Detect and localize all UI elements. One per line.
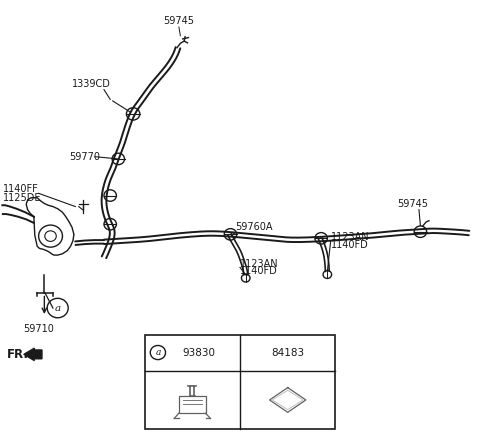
FancyArrow shape xyxy=(24,348,42,361)
Text: 59745: 59745 xyxy=(163,16,194,26)
Text: FR.: FR. xyxy=(7,348,29,361)
Bar xyxy=(144,334,336,429)
Text: a: a xyxy=(55,304,61,313)
Text: 1140FD: 1140FD xyxy=(240,266,278,277)
Text: 59770: 59770 xyxy=(69,152,100,162)
Text: 1339CD: 1339CD xyxy=(72,79,111,89)
Text: 1123AN: 1123AN xyxy=(240,259,278,269)
Text: 59760A: 59760A xyxy=(235,222,273,232)
Text: 1140FD: 1140FD xyxy=(331,240,369,250)
Text: 84183: 84183 xyxy=(271,348,304,357)
Text: 59710: 59710 xyxy=(23,325,54,334)
Text: 1123AN: 1123AN xyxy=(331,233,369,242)
Text: a: a xyxy=(155,348,161,357)
Text: 59745: 59745 xyxy=(397,199,428,209)
Bar xyxy=(179,396,205,413)
Text: 93830: 93830 xyxy=(182,348,216,357)
Text: 1125DE: 1125DE xyxy=(3,193,42,203)
Text: 1140FF: 1140FF xyxy=(3,184,39,194)
